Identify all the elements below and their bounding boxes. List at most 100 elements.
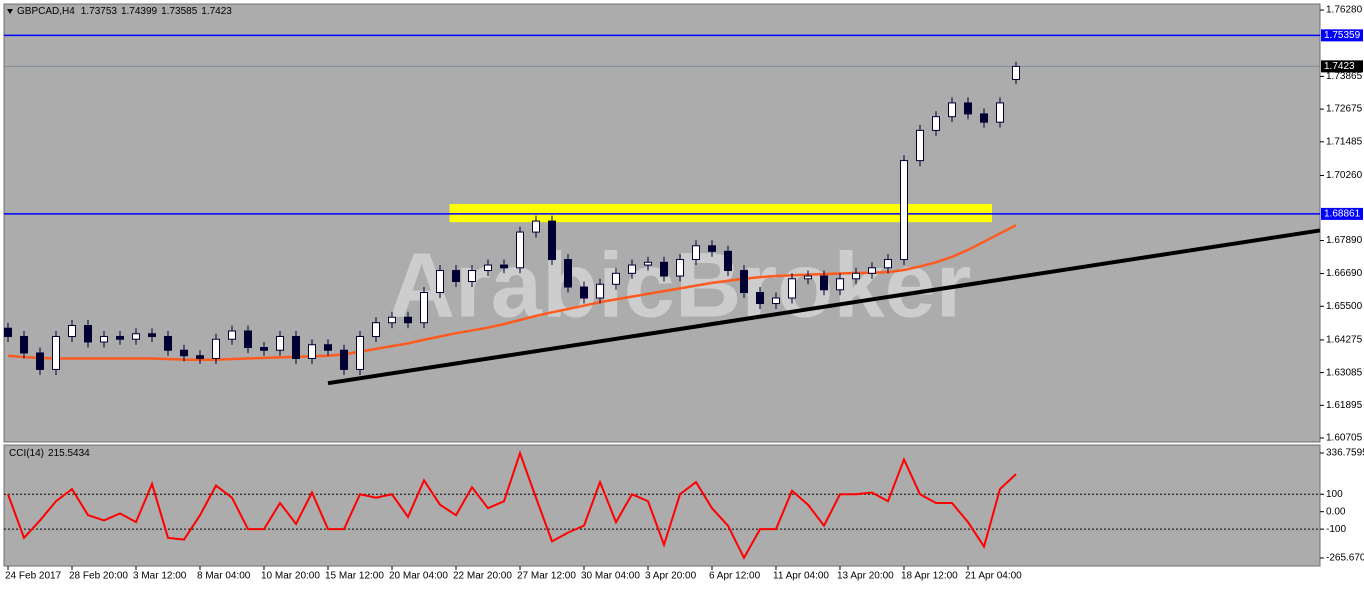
x-tick-label: 6 Apr 12:00 (709, 571, 761, 582)
candle-body (548, 220, 556, 261)
candle-body (484, 264, 492, 272)
high-value: 1.74399 (121, 6, 158, 17)
candle-body (404, 316, 412, 324)
resistance-zone (449, 204, 993, 223)
candle-body (932, 116, 940, 131)
candle-body (980, 113, 988, 123)
candle-body (308, 344, 316, 359)
watermark: ArabicBroker (389, 234, 972, 336)
y-tick-label: 1.71485 (1326, 136, 1363, 147)
y-tick-label: 1.67890 (1326, 235, 1363, 246)
candle-body (340, 349, 348, 370)
open-value: 1.73753 (81, 6, 118, 17)
candle-body (324, 344, 332, 351)
candle-body (532, 220, 540, 233)
candle-body (804, 275, 812, 280)
symbol: GBPCAD,H4 (17, 6, 75, 17)
y-tick-label: -100 (1326, 524, 1346, 535)
candle-body (356, 335, 364, 370)
candle-body (836, 278, 844, 291)
candle-body (788, 278, 796, 299)
x-tick-label: 20 Mar 04:00 (389, 571, 448, 582)
y-tick-label: 1.70260 (1326, 170, 1363, 181)
candle-body (148, 333, 156, 337)
candle-body (116, 335, 124, 340)
x-tick-label: 15 Mar 12:00 (325, 571, 384, 582)
candle-body (900, 160, 908, 261)
y-tick-label: 1.72675 (1326, 104, 1363, 115)
price-panel (3, 3, 1321, 443)
x-tick-label: 3 Apr 20:00 (645, 571, 697, 582)
horizontal-line-label: 1.68861 (1324, 209, 1361, 220)
candle-body (292, 335, 300, 359)
candle-body (84, 324, 92, 343)
candle-body (724, 250, 732, 272)
candle-body (660, 261, 668, 277)
candle-body (516, 231, 524, 269)
y-tick-label: 1.61895 (1326, 400, 1363, 411)
candle-body (452, 270, 460, 283)
cci-line (7, 450, 1017, 561)
indicator-panel (3, 444, 1321, 567)
y-tick-label: 1.66690 (1326, 268, 1363, 279)
candle-body (244, 330, 252, 348)
candle-body (20, 335, 28, 354)
indicator-header: CCI(14) 215.5434 (9, 448, 90, 459)
plot-layer: ArabicBroker 1.76280 1.73865 1.72675 1.71485… (4, 5, 1364, 582)
candle-body (612, 272, 620, 285)
candle-body (164, 335, 172, 351)
y-tick-label: 1.60705 (1326, 433, 1363, 444)
candle-body (628, 264, 636, 274)
candle-body (820, 275, 828, 291)
y-tick-label: 1.64275 (1326, 335, 1363, 346)
x-tick-label: 18 Apr 12:00 (901, 571, 958, 582)
candle-body (692, 245, 700, 261)
indicator-title: CCI(14) (9, 448, 44, 459)
candle-body (772, 297, 780, 305)
x-tick-label: 21 Apr 04:00 (965, 571, 1022, 582)
x-tick-label: 27 Mar 12:00 (517, 571, 576, 582)
candle-body (644, 261, 652, 266)
candle-body (1012, 65, 1020, 80)
y-tick-label: 336.7595 (1326, 448, 1364, 459)
candle-body (884, 259, 892, 269)
y-tick-label: 100 (1326, 489, 1343, 500)
candle-body (676, 259, 684, 277)
candle-body (436, 270, 444, 294)
candle-body (132, 333, 140, 340)
x-tick-label: 10 Mar 20:00 (261, 571, 320, 582)
current-price-label: 1.7423 (1324, 61, 1355, 72)
y-tick-label: 0.00 (1326, 506, 1346, 517)
y-tick-label: 1.63085 (1326, 367, 1363, 378)
candle-body (388, 316, 396, 324)
current-price-box (1321, 60, 1363, 73)
y-tick-label: 1.76280 (1326, 5, 1363, 16)
indicator-value: 215.5434 (48, 448, 90, 459)
x-tick-label: 3 Mar 12:00 (133, 571, 187, 582)
candle-body (276, 335, 284, 351)
x-tick-label: 28 Feb 20:00 (69, 571, 128, 582)
low-value: 1.73585 (161, 6, 198, 17)
candle-body (916, 129, 924, 162)
x-tick-label: 13 Apr 20:00 (837, 571, 894, 582)
candle-body (580, 286, 588, 299)
moving-average (7, 224, 1017, 362)
collapse-arrow (7, 9, 13, 14)
x-tick-label: 30 Mar 04:00 (581, 571, 640, 582)
y-tick-label: -265.6705 (1326, 553, 1364, 564)
horizontal-line-box (1321, 207, 1363, 220)
candle-body (36, 352, 44, 370)
candle-body (948, 102, 956, 118)
candle-body (868, 267, 876, 274)
candle-body (756, 292, 764, 305)
candle-body (196, 355, 204, 359)
candle-body (52, 335, 60, 370)
candle-body (4, 327, 12, 337)
candle-body (68, 324, 76, 337)
candle-body (596, 283, 604, 299)
horizontal-line-label: 1.75359 (1324, 30, 1361, 41)
x-tick-label: 11 Apr 04:00 (773, 571, 829, 582)
candle-body (260, 346, 268, 351)
